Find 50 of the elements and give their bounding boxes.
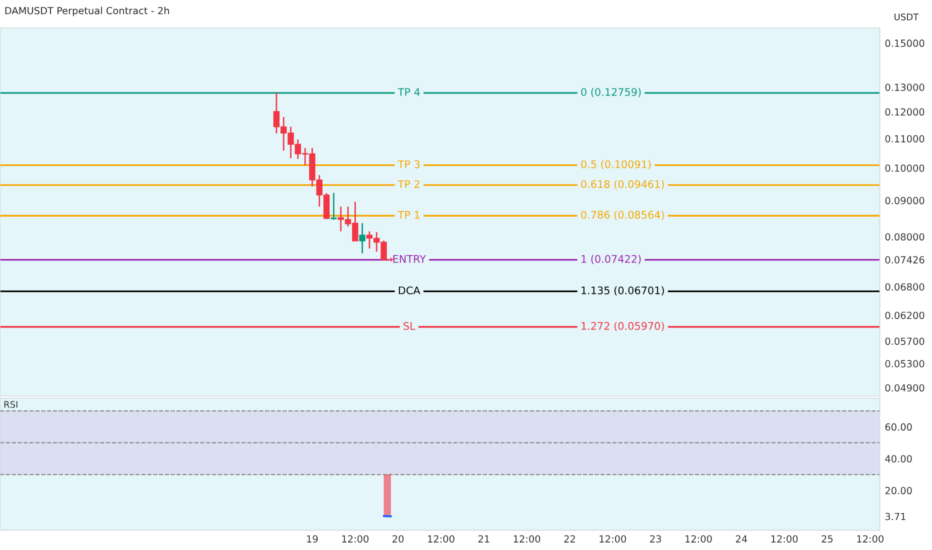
- annotation: 1 (0.07422): [582, 254, 641, 264]
- ref-line-label: TP 4: [398, 88, 420, 96]
- candlestick: [359, 222, 366, 254]
- annotation: 0.618 (0.09461): [581, 180, 664, 190]
- ref-line-label: DCA: [398, 286, 420, 294]
- y-axis-title: USDT: [894, 13, 919, 20]
- y-tick-label: 0.12000: [885, 108, 924, 116]
- y-tick-label: 0.05300: [885, 360, 924, 368]
- ref-line-label: ENTRY: [393, 255, 426, 263]
- annotation: 0.786 (0.08564): [581, 210, 664, 220]
- x-tick-label: 12:00: [514, 535, 540, 543]
- y-tick-label: 60.00: [885, 423, 912, 431]
- y-tick-label: 0.07426: [885, 256, 924, 264]
- annotation: 1.272 (0.05970): [582, 322, 664, 332]
- y-tick-label: 0.04900: [885, 384, 924, 392]
- x-tick-label: 20: [392, 535, 404, 543]
- ref-line-label: TP 1: [398, 211, 420, 219]
- x-tick-label: 21: [478, 535, 490, 542]
- annotation: 0.5 (0.10091): [581, 160, 651, 170]
- y-tick-label: 0.06800: [885, 283, 924, 291]
- ref-line-label: SL: [404, 322, 416, 330]
- y-tick-label: 0.08000: [885, 233, 924, 241]
- ref-line-label: TP 2: [398, 180, 420, 188]
- y-tick-label: 20.00: [885, 486, 912, 494]
- x-tick-label: 12:00: [857, 535, 884, 543]
- annotation: 0 (0.12759): [581, 88, 641, 98]
- x-tick-label: 12:00: [428, 535, 454, 543]
- x-tick-label: 12:00: [600, 535, 626, 543]
- y-tick-label: 0.15000: [885, 40, 924, 47]
- x-tick-label: 12:00: [686, 535, 712, 543]
- x-tick-label: 25: [822, 535, 833, 543]
- x-tick-label: 19: [307, 535, 318, 543]
- x-tick-label: 12:00: [771, 535, 798, 543]
- y-tick-label: 0.06200: [885, 312, 924, 320]
- x-tick-label: 12:00: [342, 535, 369, 543]
- chart-title: RSI: [4, 401, 18, 408]
- y-tick-label: 0.11000: [885, 135, 924, 142]
- x-tick-label: 22: [564, 535, 575, 542]
- x-tick-label: 24: [736, 535, 748, 542]
- y-tick-label: 0.10000: [885, 164, 924, 172]
- y-tick-label: 0.09000: [885, 196, 924, 204]
- candlestick: [330, 192, 337, 221]
- y-tick-label: 0.13000: [885, 84, 924, 91]
- x-tick-label: 23: [650, 535, 661, 543]
- annotation: 1.135 (0.06701): [582, 286, 664, 296]
- y-tick-label: 3.71: [885, 512, 906, 520]
- chart-title: DAMUSDT Perpetual Contract - 2h: [5, 6, 169, 16]
- y-tick-label: 0.05700: [885, 338, 924, 345]
- y-tick-label: 40.00: [885, 455, 912, 462]
- ref-line-label: TP 3: [398, 160, 420, 168]
